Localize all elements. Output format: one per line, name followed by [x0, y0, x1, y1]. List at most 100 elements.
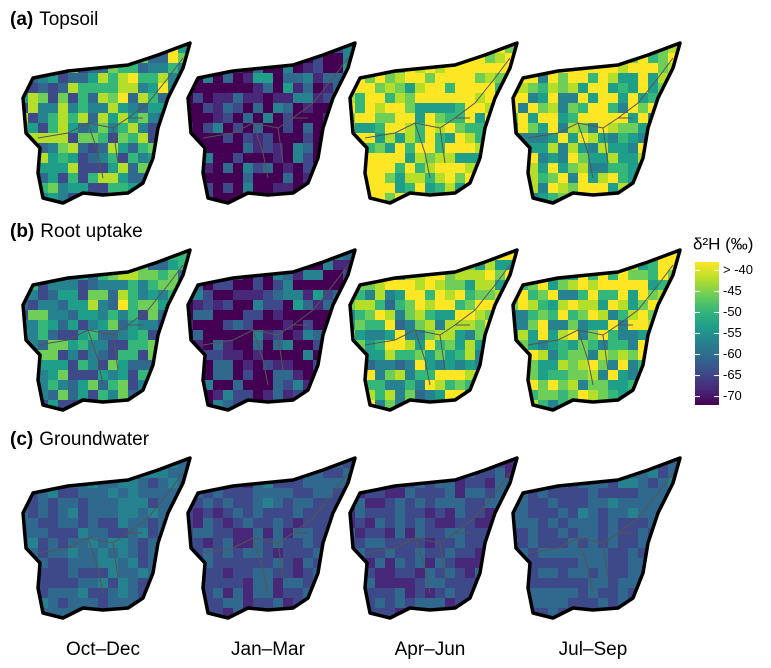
- cell: [243, 73, 254, 84]
- cell: [138, 300, 149, 311]
- river: [37, 264, 184, 386]
- cell: [518, 390, 529, 401]
- cell: [598, 73, 609, 84]
- cell: [188, 618, 199, 629]
- cell: [618, 250, 629, 261]
- cell: [618, 330, 629, 341]
- cell: [455, 458, 466, 469]
- cell: [58, 578, 69, 589]
- cell: [678, 53, 680, 64]
- cell: [495, 538, 506, 549]
- cell: [375, 548, 386, 559]
- cell: [678, 290, 680, 301]
- cell: [253, 568, 264, 579]
- cell: [253, 183, 264, 194]
- cell: [303, 153, 314, 164]
- cell: [353, 400, 355, 410]
- cell: [658, 270, 669, 281]
- cell: [158, 508, 169, 519]
- cell: [678, 310, 680, 321]
- cell: [495, 548, 506, 559]
- cell: [608, 290, 619, 301]
- cell: [515, 608, 517, 618]
- cell: [548, 558, 559, 569]
- cell: [435, 340, 446, 351]
- cell: [588, 340, 599, 351]
- cell: [365, 488, 376, 499]
- cell: [243, 340, 254, 351]
- cell: [168, 548, 179, 559]
- cell: [375, 183, 386, 194]
- cell: [78, 410, 89, 421]
- cell: [323, 260, 334, 271]
- cell: [350, 103, 356, 114]
- cell: [395, 290, 406, 301]
- cell: [78, 380, 89, 391]
- cell: [455, 203, 466, 214]
- cell: [515, 578, 517, 589]
- cell: [188, 578, 194, 589]
- cell: [668, 340, 679, 351]
- cell: [515, 478, 517, 489]
- cell: [243, 390, 254, 401]
- cell: [538, 260, 549, 271]
- cell: [128, 193, 139, 203]
- cell: [333, 528, 344, 539]
- cell: [223, 508, 234, 519]
- cell: [435, 508, 446, 519]
- cell: [495, 370, 506, 381]
- cell: [385, 578, 396, 589]
- cell: [138, 73, 149, 84]
- cell: [678, 123, 680, 134]
- cell: [588, 558, 599, 569]
- cell: [385, 300, 396, 311]
- cell: [28, 53, 39, 64]
- cell: [455, 380, 466, 391]
- cell: [405, 370, 416, 381]
- cell: [128, 203, 139, 214]
- cell: [648, 588, 659, 599]
- cell: [365, 508, 376, 519]
- cell: [405, 508, 416, 519]
- cell: [475, 548, 486, 559]
- cell: [233, 350, 244, 361]
- cell: [313, 63, 324, 74]
- cell: [385, 250, 396, 261]
- cell: [568, 133, 579, 144]
- cell: [375, 598, 386, 609]
- cell: [395, 83, 406, 94]
- cell: [365, 598, 376, 609]
- cell: [515, 400, 517, 410]
- cell: [28, 320, 39, 331]
- cell: [435, 390, 446, 401]
- cell: [385, 568, 396, 579]
- cell: [273, 113, 284, 124]
- cell: [148, 183, 159, 194]
- cell: [203, 73, 214, 84]
- cell: [253, 83, 264, 94]
- cell: [455, 558, 466, 569]
- cell: [263, 528, 274, 539]
- cell: [303, 270, 314, 281]
- cell: [38, 163, 49, 174]
- cell: [118, 370, 129, 381]
- cell: [98, 133, 109, 144]
- cell: [678, 133, 680, 144]
- cell: [455, 330, 466, 341]
- cell: [138, 538, 149, 549]
- cell: [598, 320, 609, 331]
- cell: [658, 183, 669, 194]
- cell: [385, 260, 396, 271]
- cell: [48, 518, 59, 529]
- cell: [118, 73, 129, 84]
- cell: [273, 43, 284, 54]
- cell: [658, 548, 669, 559]
- cell: [38, 380, 49, 391]
- cell: [213, 193, 224, 203]
- cell: [658, 488, 669, 499]
- cell: [273, 618, 284, 629]
- cell: [213, 133, 224, 144]
- cell: [48, 183, 59, 194]
- cell: [485, 410, 496, 421]
- cell: [253, 518, 264, 529]
